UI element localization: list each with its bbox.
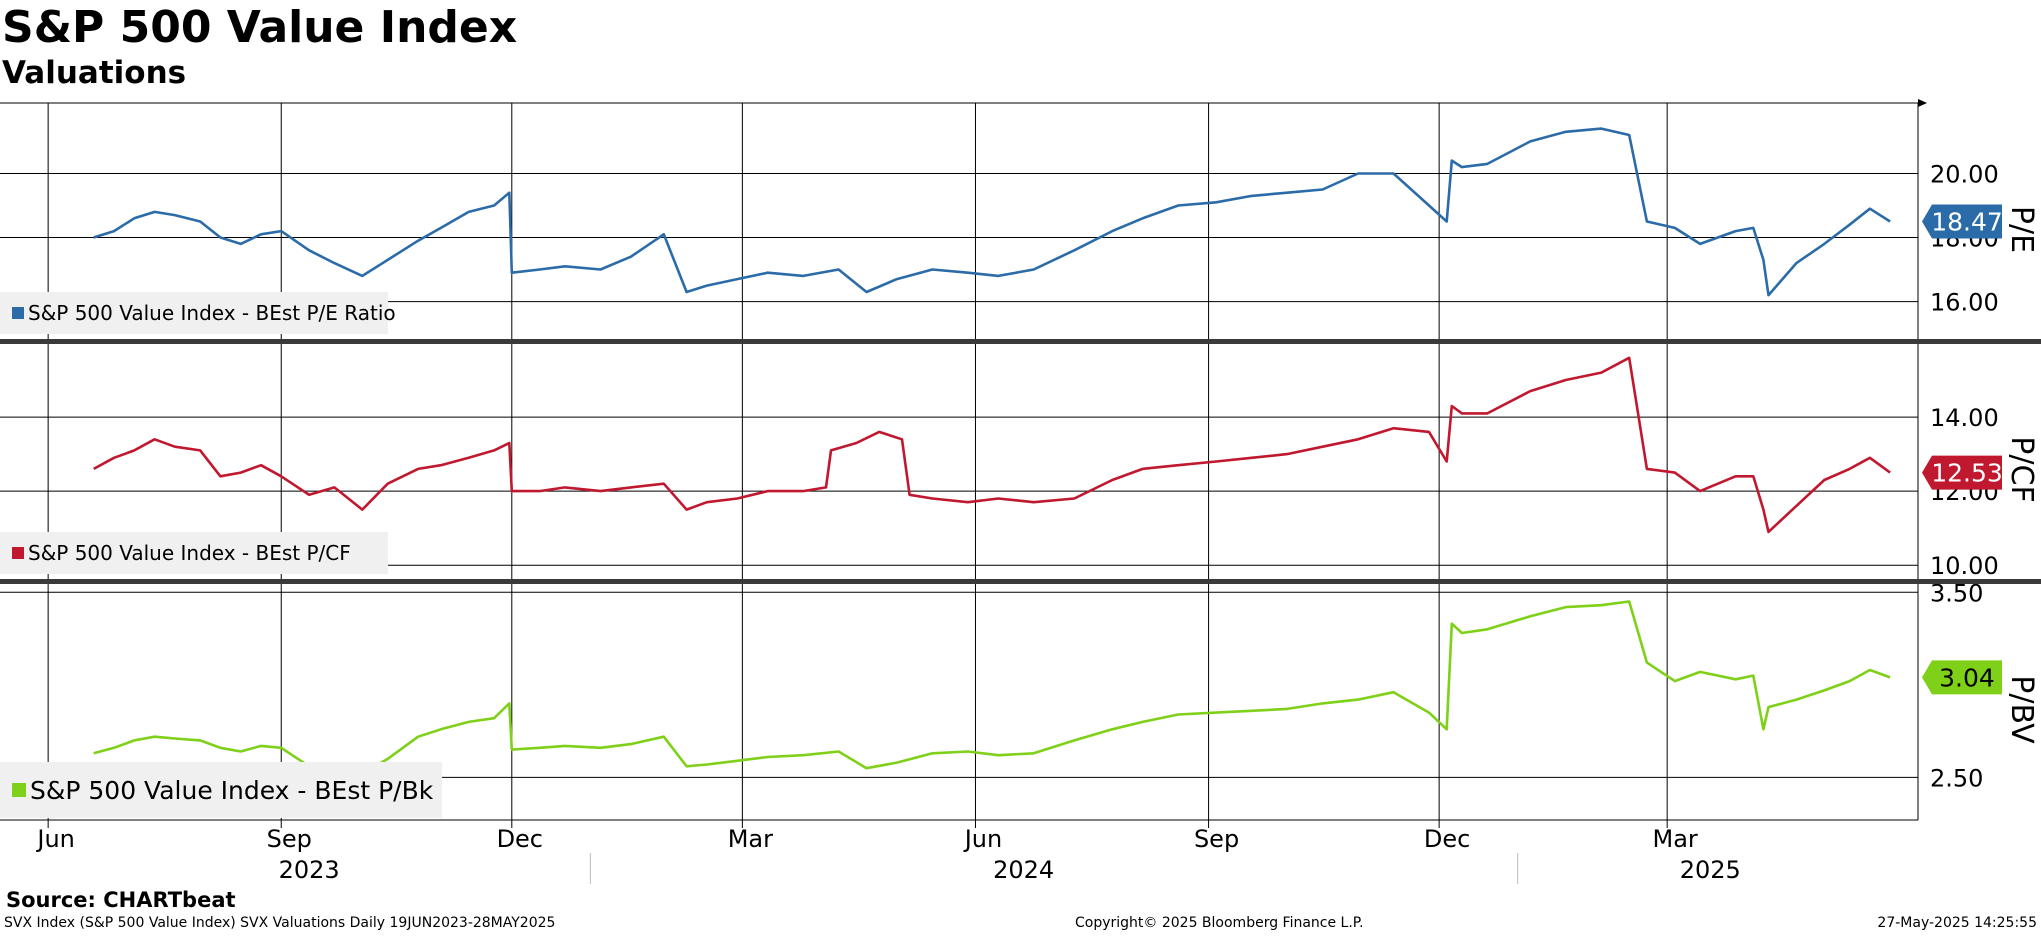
x-month-label-0: Jun	[35, 825, 75, 853]
x-month-label-1: Sep	[267, 825, 312, 853]
panel-separator-0	[0, 339, 2041, 344]
legend-label-pe: S&P 500 Value Index - BEst P/E Ratio	[28, 301, 396, 325]
last-value-tag-pe	[1922, 204, 2002, 239]
last-value-tag-pcf	[1922, 455, 2002, 490]
legend-label-pbv: S&P 500 Value Index - BEst P/Bk	[30, 776, 434, 805]
ytick-label-pcf-2: 14.00	[1930, 404, 1999, 432]
legend-swatch-pcf	[12, 547, 24, 559]
panel-separator-1	[0, 579, 2041, 584]
footer-copyright: Copyright© 2025 Bloomberg Finance L.P.	[1075, 915, 1364, 931]
legend-swatch-pbv	[12, 783, 26, 797]
axis-title-pcf: P/CF	[2004, 436, 2039, 502]
legend-swatch-pe	[12, 307, 24, 319]
x-month-label-2: Dec	[497, 825, 543, 853]
legend-label-pcf: S&P 500 Value Index - BEst P/CF	[28, 541, 351, 565]
ytick-label-pcf-0: 10.00	[1930, 552, 1999, 580]
legend-box-pbv	[0, 762, 442, 818]
series-line-pe	[93, 127, 1891, 297]
legend-box-pe	[0, 292, 388, 334]
x-month-label-3: Mar	[728, 825, 773, 853]
footer-timestamp: 27-May-2025 14:25:55	[1877, 915, 2037, 931]
last-value-label-pe: 18.47	[1931, 208, 2003, 237]
chart-subtitle: Valuations	[2, 55, 187, 91]
series-line-pcf	[93, 356, 1891, 534]
x-year-label-0: 2023	[279, 856, 340, 884]
x-month-label-5: Sep	[1194, 825, 1239, 853]
last-value-label-pbv: 3.04	[1939, 663, 1995, 692]
source-note: Source: CHARTbeat	[6, 888, 236, 912]
x-year-label-1: 2024	[993, 856, 1054, 884]
x-month-label-6: Dec	[1424, 825, 1470, 853]
axis-title-pbv: P/BV	[2004, 675, 2039, 744]
x-year-label-2: 2025	[1680, 856, 1741, 884]
ytick-label-pe-2: 20.00	[1930, 160, 1999, 188]
ytick-label-pe-0: 16.00	[1930, 289, 1999, 317]
axis-title-pe: P/E	[2004, 206, 2039, 253]
last-value-label-pcf: 12.53	[1931, 459, 2003, 488]
x-month-label-4: Jun	[963, 825, 1003, 853]
legend-box-pcf	[0, 532, 388, 574]
last-value-tag-pbv	[1922, 660, 2002, 695]
top-arrow	[1918, 99, 1927, 107]
ytick-label-pbv-0: 2.50	[1930, 764, 1983, 792]
footer-description: SVX Index (S&P 500 Value Index) SVX Valu…	[4, 915, 556, 931]
x-month-label-7: Mar	[1653, 825, 1698, 853]
series-line-pbv	[93, 600, 1891, 776]
chart-title: S&P 500 Value Index	[2, 2, 518, 53]
